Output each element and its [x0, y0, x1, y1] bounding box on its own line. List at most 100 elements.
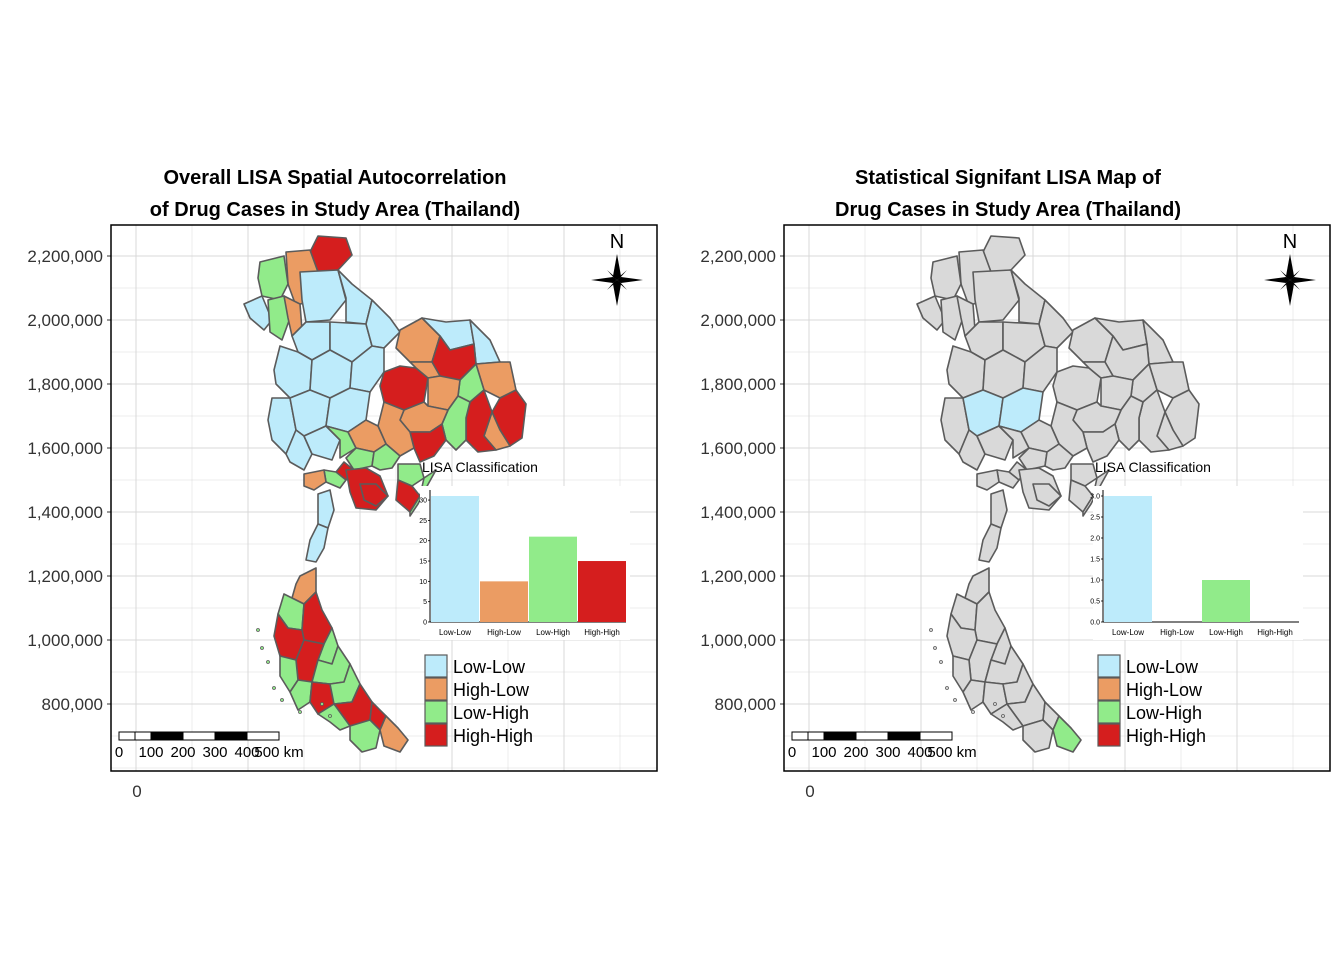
province[interactable] — [267, 295, 291, 341]
island — [971, 710, 975, 714]
inset-bar-low-high — [1202, 580, 1250, 622]
inset-y-tick-label: 0.5 — [1090, 599, 1100, 606]
legend-swatch-high-high[interactable] — [1097, 723, 1121, 747]
province[interactable] — [1082, 423, 1120, 463]
province[interactable] — [303, 469, 327, 491]
province[interactable] — [317, 703, 351, 731]
inset-y-tick-label: 25 — [419, 518, 427, 525]
province[interactable] — [1032, 483, 1062, 507]
island — [945, 686, 949, 690]
province[interactable] — [409, 423, 447, 463]
province[interactable] — [371, 443, 401, 471]
y-tick-label: 800,000 — [715, 695, 776, 714]
island — [939, 660, 943, 664]
province[interactable] — [379, 715, 409, 753]
west-arrow-point — [591, 277, 617, 283]
scale-bar-segment — [887, 731, 921, 741]
province[interactable] — [397, 463, 425, 487]
scale-bar-first-half — [118, 731, 136, 741]
legend-swatch-low-low[interactable] — [1097, 654, 1121, 678]
province[interactable] — [317, 489, 335, 529]
province[interactable] — [976, 469, 1000, 491]
legend-swatch-high-low[interactable] — [424, 677, 448, 701]
north-arrow-icon: N — [1264, 231, 1316, 306]
legend: Low-Low High-Low Low-High High-High — [1097, 654, 1206, 747]
province[interactable] — [349, 719, 381, 753]
y-axis: 2,200,000 2,000,000 1,800,000 1,600,000 1,40… — [27, 247, 111, 714]
province[interactable] — [1070, 463, 1098, 487]
inset-y-tick-label: 0.0 — [1090, 620, 1100, 627]
inset-x-tick-label: High-Low — [487, 628, 521, 637]
inset-y-tick-label: 1.5 — [1090, 557, 1100, 564]
province[interactable] — [930, 255, 962, 301]
province[interactable] — [303, 425, 341, 461]
island — [280, 698, 284, 702]
inset-x-tick-label: High-High — [1257, 628, 1293, 637]
legend-label: High-High — [1126, 726, 1206, 746]
inset-y-tick-label: 1.0 — [1090, 578, 1100, 585]
inset-y-tick-label: 10 — [419, 579, 427, 586]
island — [1001, 714, 1005, 718]
inset-x-tick-label: Low-High — [1209, 628, 1243, 637]
y-tick-label: 1,800,000 — [700, 375, 776, 394]
legend-label: Low-High — [1126, 703, 1202, 723]
inset-x-tick-label: High-High — [584, 628, 620, 637]
y-tick-label: 2,200,000 — [700, 247, 776, 266]
province[interactable] — [990, 489, 1008, 529]
province[interactable] — [978, 523, 1002, 563]
province[interactable] — [1022, 719, 1054, 753]
province[interactable] — [976, 425, 1014, 461]
scale-bar-segment — [855, 731, 889, 741]
province[interactable] — [1052, 715, 1082, 753]
south-arrow-point — [613, 280, 621, 306]
scale-label: 500 km — [927, 744, 976, 761]
province[interactable] — [305, 523, 329, 563]
province[interactable] — [243, 295, 273, 331]
thailand-map — [243, 235, 527, 753]
legend-swatch-low-high[interactable] — [424, 700, 448, 724]
legend-swatch-low-high[interactable] — [1097, 700, 1121, 724]
legend-swatch-high-high[interactable] — [424, 723, 448, 747]
island — [272, 686, 276, 690]
north-arrow-point — [613, 254, 621, 280]
y-tick-label: 2,200,000 — [27, 247, 103, 266]
province[interactable] — [257, 255, 289, 301]
inset-y-tick-label: 3.0 — [1090, 494, 1100, 501]
x-tick-label: 0 — [132, 782, 141, 801]
province[interactable] — [916, 295, 946, 331]
inset-title: LISA Classification — [1095, 459, 1211, 475]
y-tick-label: 800,000 — [42, 695, 103, 714]
legend-label: Low-Low — [453, 657, 526, 677]
province[interactable] — [990, 703, 1024, 731]
y-tick-label: 1,000,000 — [27, 631, 103, 650]
scale-bar-segment — [214, 731, 248, 741]
panel-1-title: Overall LISA Spatial Autocorrelation of … — [65, 162, 605, 226]
scale-label: 100 — [138, 744, 163, 761]
scale-label: 300 — [875, 744, 900, 761]
province[interactable] — [940, 295, 964, 341]
south-arrow-point — [1286, 280, 1294, 306]
legend-swatch-low-low[interactable] — [424, 654, 448, 678]
province[interactable] — [359, 483, 389, 507]
y-tick-label: 1,400,000 — [27, 503, 103, 522]
island — [256, 628, 260, 632]
se-arrow-point — [1290, 280, 1300, 290]
inset-y-tick-label: 5 — [423, 599, 427, 606]
legend: Low-Low High-Low Low-High High-High — [424, 654, 533, 747]
y-tick-label: 1,000,000 — [700, 631, 776, 650]
nw-arrow-point — [607, 270, 617, 280]
inset-y-tick-label: 2.5 — [1090, 515, 1100, 522]
province[interactable] — [1044, 443, 1074, 471]
scale-bar-first-half — [791, 731, 809, 741]
island — [953, 698, 957, 702]
legend-swatch-high-low[interactable] — [1097, 677, 1121, 701]
y-tick-label: 1,400,000 — [700, 503, 776, 522]
island — [328, 714, 332, 718]
y-tick-label: 1,600,000 — [700, 439, 776, 458]
y-tick-label: 1,200,000 — [700, 567, 776, 586]
legend-label: High-Low — [453, 680, 530, 700]
inset-x-tick-label: Low-High — [536, 628, 570, 637]
west-arrow-point — [1264, 277, 1290, 283]
